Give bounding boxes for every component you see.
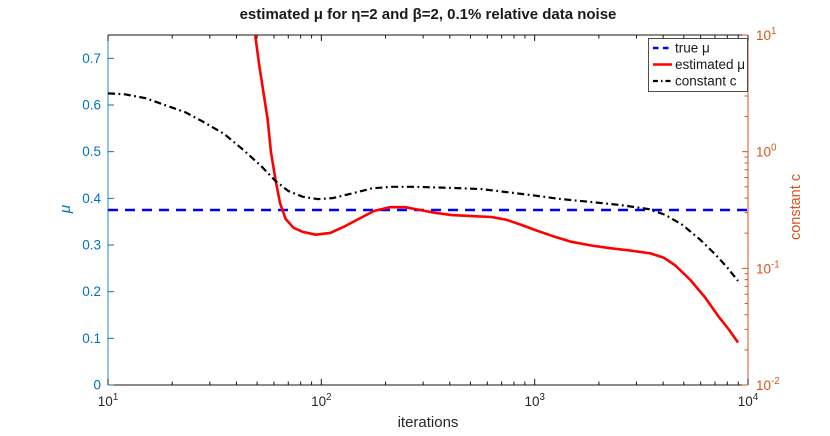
series-line-1 — [253, 35, 740, 344]
x-axis-ticks: 101 102 103 104 — [98, 35, 759, 409]
chart-title: estimated μ for η=2 and β=2, 0.1% relati… — [240, 6, 617, 23]
series-line-2 — [108, 92, 739, 282]
y-left-tick-label: 0.7 — [82, 51, 101, 66]
series-group — [108, 35, 748, 344]
y-left-tick-label: 0 — [93, 378, 101, 393]
y-right-tick-label: 10-1 — [756, 259, 780, 276]
x-tick-label: 102 — [311, 392, 331, 409]
x-axis-label: iterations — [398, 414, 459, 431]
y-right-tick-label: 100 — [756, 143, 777, 160]
legend-entry-label: estimated μ — [675, 57, 745, 72]
y-left-tick-label: 0.1 — [82, 331, 101, 346]
y-left-ticks: 0 0.1 0.2 0.3 0.4 0.5 0.6 0.7 — [82, 51, 114, 393]
legend-entry-label: constant c — [675, 74, 737, 89]
y-right-tick-label: 10-2 — [756, 376, 780, 393]
y-right-axis-label: constant c — [788, 174, 804, 240]
y-left-tick-label: 0.6 — [82, 98, 101, 113]
y-left-tick-label: 0.4 — [82, 191, 101, 206]
legend-entry-label: true μ — [675, 41, 710, 56]
x-tick-label: 104 — [738, 392, 759, 409]
y-left-tick-label: 0.5 — [82, 144, 101, 159]
y-left-tick-label: 0.3 — [82, 238, 101, 253]
x-tick-label: 103 — [524, 392, 544, 409]
x-tick-label: 101 — [98, 392, 118, 409]
y-right-ticks: 101 100 10-1 10-2 — [742, 26, 780, 393]
plot-area: 101 102 103 104 0 0.1 0.2 0.3 0.4 0.5 0.6 0.7 101 100… — [82, 26, 780, 409]
y-right-tick-label: 101 — [756, 26, 776, 43]
y-left-axis-label: μ — [57, 205, 74, 214]
y-left-tick-label: 0.2 — [82, 284, 101, 299]
